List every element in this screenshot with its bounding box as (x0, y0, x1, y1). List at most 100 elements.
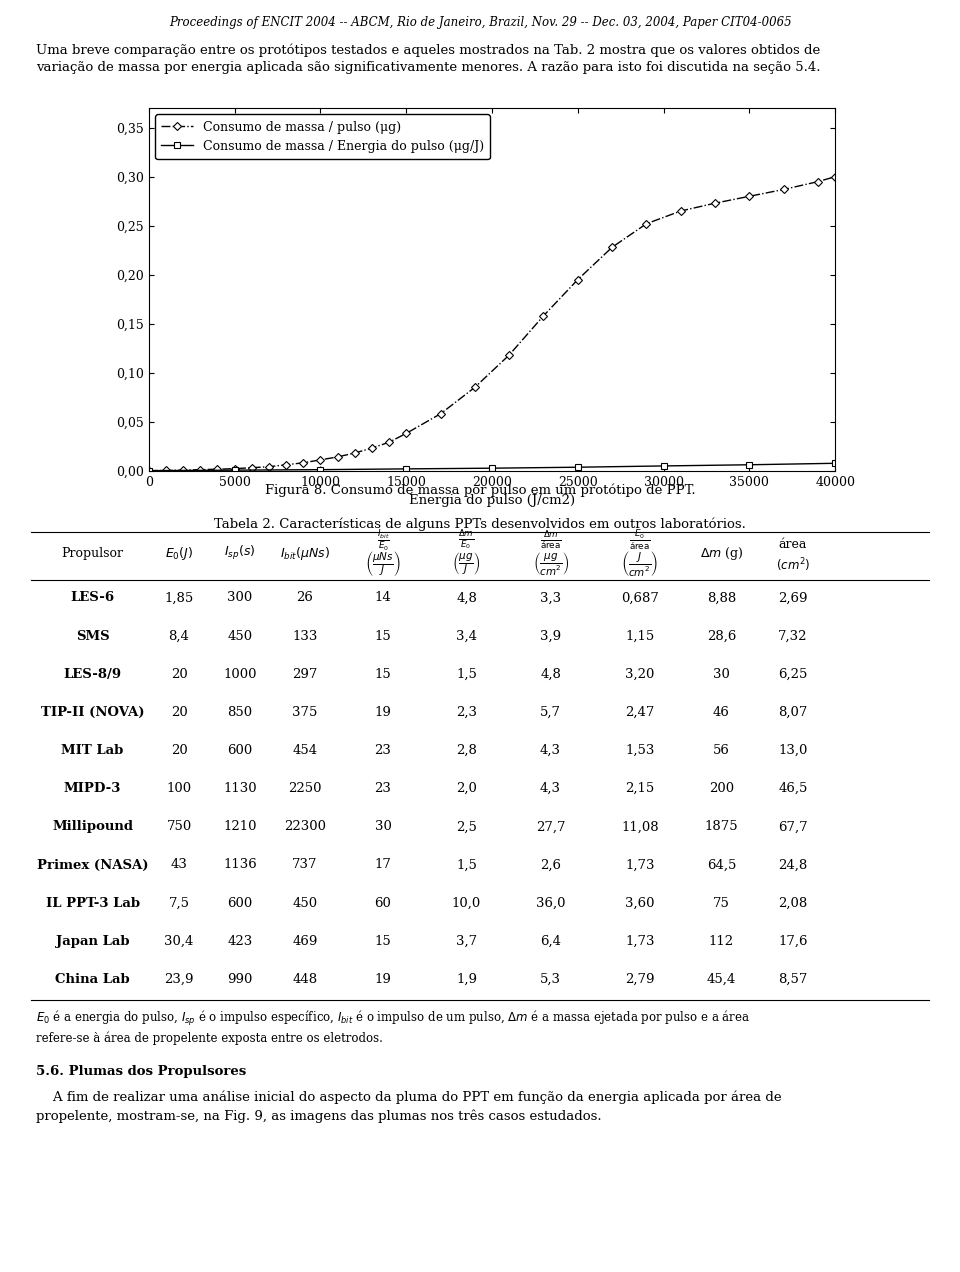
Text: 423: 423 (228, 935, 252, 948)
Consumo de massa / pulso (μg) (812, 174, 824, 190)
Text: 2,79: 2,79 (625, 973, 655, 986)
Text: 17,6: 17,6 (779, 935, 807, 948)
Text: 450: 450 (228, 630, 252, 642)
Text: TIP-II (NOVA): TIP-II (NOVA) (41, 706, 144, 719)
Text: 1,73: 1,73 (625, 935, 655, 948)
Text: $\frac{I_{bit}}{E_0}$: $\frac{I_{bit}}{E_0}$ (376, 528, 390, 553)
Text: 2,8: 2,8 (456, 744, 477, 757)
Consumo de massa / pulso (μg) (383, 435, 395, 450)
Text: 23: 23 (374, 744, 392, 757)
Text: 1000: 1000 (224, 668, 256, 681)
Text: 1,5: 1,5 (456, 859, 477, 871)
Line: Consumo de massa / Energia do pulso (μg/J): Consumo de massa / Energia do pulso (μg/… (145, 459, 839, 474)
Text: 30,4: 30,4 (164, 935, 194, 948)
Text: 60: 60 (374, 897, 392, 909)
Consumo de massa / pulso (μg) (778, 182, 789, 197)
Consumo de massa / pulso (μg) (675, 204, 686, 219)
Text: 1,85: 1,85 (164, 591, 194, 604)
Text: Proceedings of ENCIT 2004 -- ABCM, Rio de Janeiro, Brazil, Nov. 29 -- Dec. 03, 2: Proceedings of ENCIT 2004 -- ABCM, Rio d… (169, 15, 791, 29)
Text: 6,25: 6,25 (779, 668, 807, 681)
Text: 450: 450 (292, 897, 318, 909)
Consumo de massa / pulso (μg) (280, 457, 292, 472)
Text: $I_{sp}(s)$: $I_{sp}(s)$ (225, 544, 255, 562)
Text: $\left(\dfrac{\mu g}{cm^2}\right)$: $\left(\dfrac{\mu g}{cm^2}\right)$ (533, 550, 568, 577)
Text: 64,5: 64,5 (707, 859, 736, 871)
Text: 1,73: 1,73 (625, 859, 655, 871)
Text: 2,69: 2,69 (779, 591, 807, 604)
Consumo de massa / pulso (μg) (607, 239, 618, 254)
Text: Japan Lab: Japan Lab (56, 935, 130, 948)
Consumo de massa / pulso (μg) (640, 216, 652, 232)
Text: 737: 737 (292, 859, 318, 871)
Text: Propulsor: Propulsor (61, 547, 124, 560)
Text: Millipound: Millipound (52, 820, 133, 833)
Text: 133: 133 (292, 630, 318, 642)
Text: 3,20: 3,20 (625, 668, 655, 681)
Text: 1875: 1875 (705, 820, 738, 833)
Text: 8,07: 8,07 (779, 706, 807, 719)
Text: 600: 600 (228, 744, 252, 757)
Consumo de massa / pulso (μg) (349, 445, 361, 460)
Text: 850: 850 (228, 706, 252, 719)
Text: 75: 75 (713, 897, 730, 909)
Text: área: área (779, 538, 807, 551)
Consumo de massa / pulso (μg) (435, 406, 446, 421)
Text: 14: 14 (374, 591, 392, 604)
Text: 36,0: 36,0 (536, 897, 565, 909)
Text: 13,0: 13,0 (779, 744, 807, 757)
Consumo de massa / pulso (μg) (400, 426, 412, 441)
Text: 8,4: 8,4 (169, 630, 189, 642)
Text: 28,6: 28,6 (707, 630, 736, 642)
Text: 15: 15 (374, 668, 392, 681)
Text: 454: 454 (292, 744, 318, 757)
Text: 20: 20 (171, 744, 187, 757)
Text: 1136: 1136 (223, 859, 257, 871)
Text: 2,15: 2,15 (625, 782, 655, 795)
Text: Figura 8. Consumo de massa por pulso em um protótipo de PPT.: Figura 8. Consumo de massa por pulso em … (265, 483, 695, 497)
Text: 1,5: 1,5 (456, 668, 477, 681)
Legend: Consumo de massa / pulso (μg), Consumo de massa / Energia do pulso (μg/J): Consumo de massa / pulso (μg), Consumo d… (156, 114, 490, 159)
Text: 4,8: 4,8 (456, 591, 477, 604)
Text: 46: 46 (713, 706, 730, 719)
Text: 7,5: 7,5 (169, 897, 189, 909)
Text: Tabela 2. Características de alguns PPTs desenvolvidos em outros laboratórios.: Tabela 2. Características de alguns PPTs… (214, 518, 746, 532)
Text: variação de massa por energia aplicada são significativamente menores. A razão p: variação de massa por energia aplicada s… (36, 61, 821, 74)
Text: 30: 30 (713, 668, 730, 681)
Text: 23,9: 23,9 (164, 973, 194, 986)
Text: 19: 19 (374, 973, 392, 986)
Text: 3,9: 3,9 (540, 630, 562, 642)
Consumo de massa / pulso (μg) (572, 272, 584, 287)
Consumo de massa / pulso (μg) (263, 459, 275, 474)
Text: refere-se à área de propelente exposta entre os eletrodos.: refere-se à área de propelente exposta e… (36, 1032, 383, 1046)
Text: 27,7: 27,7 (536, 820, 565, 833)
Consumo de massa / pulso (μg) (366, 440, 377, 455)
Text: 3,60: 3,60 (625, 897, 655, 909)
Text: 8,57: 8,57 (779, 973, 807, 986)
Text: 11,08: 11,08 (621, 820, 659, 833)
Text: 2,6: 2,6 (540, 859, 561, 871)
Text: 20: 20 (171, 706, 187, 719)
Text: 22300: 22300 (284, 820, 325, 833)
Consumo de massa / Energia do pulso (μg/J) (400, 462, 412, 477)
Text: MIPD-3: MIPD-3 (64, 782, 121, 795)
Text: A fim de realizar uma análise inicial do aspecto da pluma do PPT em função da en: A fim de realizar uma análise inicial do… (36, 1090, 782, 1104)
Text: 3,4: 3,4 (456, 630, 477, 642)
Text: 1,53: 1,53 (625, 744, 655, 757)
Text: 2,3: 2,3 (456, 706, 477, 719)
Consumo de massa / pulso (μg) (744, 188, 756, 204)
Text: 1,9: 1,9 (456, 973, 477, 986)
Text: 2,5: 2,5 (456, 820, 477, 833)
Consumo de massa / pulso (μg) (195, 462, 206, 477)
Text: $\left(\dfrac{\mu Ns}{J}\right)$: $\left(\dfrac{\mu Ns}{J}\right)$ (365, 550, 401, 577)
Text: 112: 112 (708, 935, 734, 948)
Text: 2,47: 2,47 (625, 706, 655, 719)
Text: $E_0(J)$: $E_0(J)$ (165, 544, 193, 562)
Consumo de massa / Energia do pulso (μg/J) (487, 460, 498, 476)
Text: 7,32: 7,32 (779, 630, 807, 642)
Text: $I_{bit}(\mu Ns)$: $I_{bit}(\mu Ns)$ (279, 544, 330, 562)
Text: Primex (NASA): Primex (NASA) (36, 859, 149, 871)
Text: 15: 15 (374, 935, 392, 948)
Text: 10,0: 10,0 (452, 897, 481, 909)
Text: $(cm^2)$: $(cm^2)$ (776, 556, 810, 574)
Text: 600: 600 (228, 897, 252, 909)
